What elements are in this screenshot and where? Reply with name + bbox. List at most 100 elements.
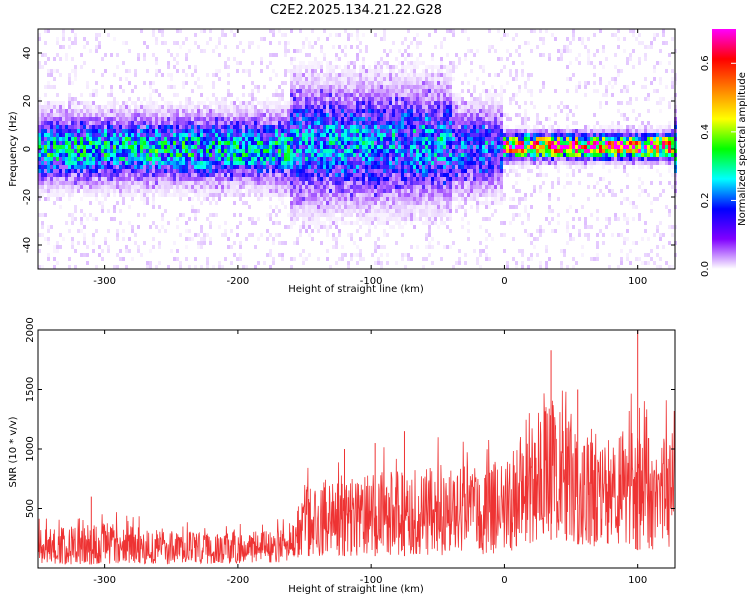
spectrogram-cell xyxy=(239,181,242,185)
spectrogram-cell xyxy=(113,173,116,177)
spectrogram-cell xyxy=(107,125,110,129)
spectrogram-cell xyxy=(419,77,422,81)
spectrogram-cell xyxy=(356,121,359,125)
spectrogram-cell xyxy=(434,89,437,93)
spectrogram-cell xyxy=(74,109,77,113)
spectrogram-cell xyxy=(224,113,227,117)
spectrogram-cell xyxy=(452,29,455,33)
spectrogram-cell xyxy=(449,245,452,249)
spectrogram-cell xyxy=(266,141,269,145)
spectrogram-cell xyxy=(419,197,422,201)
spectrogram-cell xyxy=(302,213,305,217)
spectrogram-cell xyxy=(185,169,188,173)
spectrogram-cell xyxy=(113,105,116,109)
spectrogram-cell xyxy=(380,105,383,109)
spectrogram-cell xyxy=(239,165,242,169)
spectrogram-cell xyxy=(278,121,281,125)
spectrogram-cell xyxy=(167,157,170,161)
spectrogram-cell xyxy=(284,165,287,169)
spectrogram-cell xyxy=(422,213,425,217)
spectrogram-cell xyxy=(386,177,389,181)
spectrogram-cell xyxy=(446,225,449,229)
spectrogram-cell xyxy=(341,173,344,177)
spectrogram-cell xyxy=(377,213,380,217)
spectrogram-cell xyxy=(392,73,395,77)
spectrogram-cell xyxy=(344,53,347,57)
spectrogram-cell xyxy=(206,257,209,261)
spectrogram-cell xyxy=(83,185,86,189)
spectrogram-cell xyxy=(257,193,260,197)
spectrogram-cell xyxy=(332,85,335,89)
spectrogram-cell xyxy=(404,145,407,149)
spectrogram-cell xyxy=(398,189,401,193)
spectrogram-cell xyxy=(314,109,317,113)
spectrogram-cell xyxy=(62,237,65,241)
spectrogram-cell xyxy=(38,137,41,141)
spectrogram-cell xyxy=(389,185,392,189)
spectrogram-cell xyxy=(365,133,368,137)
spectrogram-cell xyxy=(92,165,95,169)
spectrogram-cell xyxy=(278,209,281,213)
spectrogram-cell xyxy=(416,185,419,189)
spectrogram-cell xyxy=(239,141,242,145)
spectrogram-cell xyxy=(422,157,425,161)
spectrogram-cell xyxy=(407,117,410,121)
spectrogram-cell xyxy=(443,97,446,101)
spectrogram-cell xyxy=(86,253,89,257)
spectrogram-cell xyxy=(101,137,104,141)
spectrogram-cell xyxy=(98,105,101,109)
spectrogram-cell xyxy=(338,169,341,173)
spectrogram-cell xyxy=(134,189,137,193)
spectrogram-cell xyxy=(188,105,191,109)
spectrogram-cell xyxy=(410,85,413,89)
spectrogram-cell xyxy=(431,221,434,225)
spectrogram-cell xyxy=(188,117,191,121)
spectrogram-cell xyxy=(50,165,53,169)
spectrogram-cell xyxy=(44,181,47,185)
spectrogram-cell xyxy=(443,173,446,177)
spectrogram-cell xyxy=(320,125,323,129)
spectrogram-cell xyxy=(353,141,356,145)
spectrogram-cell xyxy=(437,189,440,193)
spectrogram-cell xyxy=(167,113,170,117)
spectrogram-cell xyxy=(353,69,356,73)
spectrogram-cell xyxy=(416,121,419,125)
spectrogram-cell xyxy=(410,245,413,249)
spectrogram-cell xyxy=(125,113,128,117)
spectrogram-cell xyxy=(323,105,326,109)
spectrogram-cell xyxy=(353,173,356,177)
spectrogram-cell xyxy=(425,257,428,261)
spectrogram-cell xyxy=(263,113,266,117)
spectrogram-cell xyxy=(215,45,218,49)
spectrogram-cell xyxy=(137,157,140,161)
spectrogram-cell xyxy=(308,93,311,97)
spectrogram-cell xyxy=(410,65,413,69)
spectrogram-cell xyxy=(71,129,74,133)
spectrogram-cell xyxy=(422,97,425,101)
spectrogram-cell xyxy=(389,49,392,53)
spectrogram-cell xyxy=(368,173,371,177)
spectrogram-cell xyxy=(152,245,155,249)
spectrogram-cell xyxy=(200,225,203,229)
spectrogram-cell xyxy=(380,69,383,73)
spectrogram-cell xyxy=(407,177,410,181)
spectrogram-cell xyxy=(284,149,287,153)
spectrogram-cell xyxy=(251,125,254,129)
spectrogram-cell xyxy=(74,33,77,37)
spectrogram-cell xyxy=(152,185,155,189)
spectrogram-cell xyxy=(203,185,206,189)
spectrogram-cell xyxy=(83,109,86,113)
spectrogram-cell xyxy=(278,129,281,133)
spectrogram-cell xyxy=(308,41,311,45)
spectrogram-cell xyxy=(353,161,356,165)
spectrogram-cell xyxy=(83,253,86,257)
spectrogram-cell xyxy=(368,65,371,69)
spectrogram-cell xyxy=(107,189,110,193)
spectrogram-cell xyxy=(410,81,413,85)
spectrogram-cell xyxy=(206,189,209,193)
spectrogram-cell xyxy=(140,173,143,177)
spectrogram-cell xyxy=(77,133,80,137)
spectrogram-cell xyxy=(341,161,344,165)
spectrogram-cell xyxy=(290,161,293,165)
spectrogram-cell xyxy=(392,177,395,181)
